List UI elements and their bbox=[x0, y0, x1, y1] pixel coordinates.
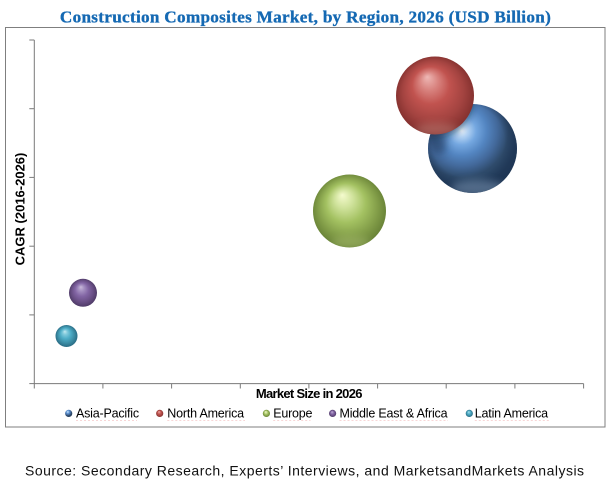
svg-text:Construction Composites Market: Construction Composites Market, by Regio… bbox=[60, 7, 551, 26]
svg-text:Middle East & Africa: Middle East & Africa bbox=[340, 407, 448, 421]
svg-text:North America: North America bbox=[167, 407, 244, 421]
svg-text:Asia-Pacific: Asia-Pacific bbox=[76, 407, 139, 421]
svg-text:Source: Secondary Research, Ex: Source: Secondary Research, Experts’ Int… bbox=[25, 463, 585, 479]
svg-text:Latin America: Latin America bbox=[475, 407, 548, 421]
svg-text:CAGR (2016-2026): CAGR (2016-2026) bbox=[12, 153, 27, 266]
svg-text:Market Size in 2026: Market Size in 2026 bbox=[256, 386, 362, 401]
svg-text:Europe: Europe bbox=[273, 407, 312, 421]
